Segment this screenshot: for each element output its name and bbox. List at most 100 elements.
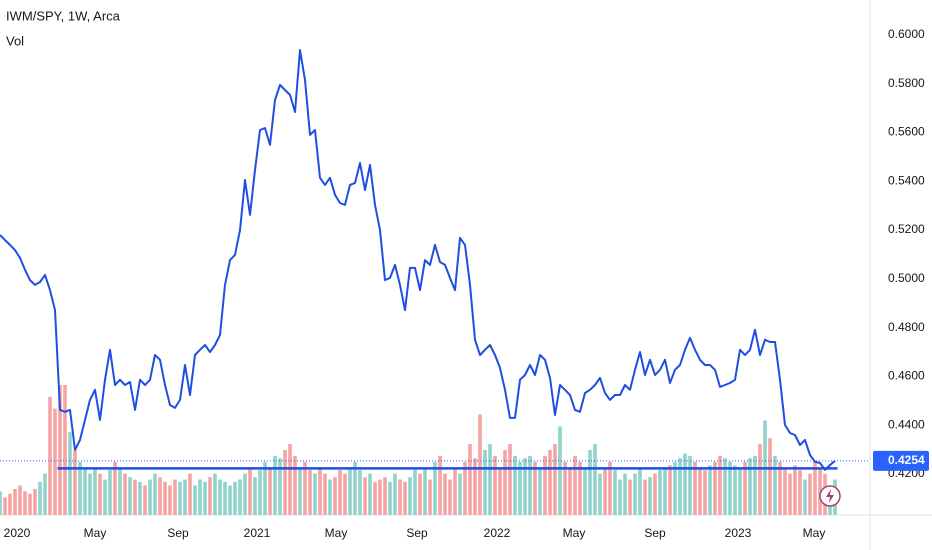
y-tick-label: 0.4400 <box>888 417 925 431</box>
volume-bar <box>313 473 317 515</box>
volume-bar <box>238 479 242 515</box>
volume-bar <box>138 481 142 515</box>
volume-bar <box>503 450 507 515</box>
volume-bar <box>108 470 112 515</box>
volume-bar <box>228 485 232 515</box>
volume-bar <box>363 477 367 515</box>
x-tick-label: Sep <box>644 526 666 540</box>
volume-bar <box>263 461 267 515</box>
volume-bar <box>303 461 307 515</box>
volume-bar <box>298 467 302 515</box>
volume-bar <box>268 467 272 515</box>
volume-bar <box>783 467 787 515</box>
volume-bar <box>333 477 337 515</box>
volume-bar <box>798 470 802 515</box>
volume-bar <box>398 479 402 515</box>
volume-bar <box>453 467 457 515</box>
volume-bar <box>163 481 167 515</box>
volume-bar <box>808 473 812 515</box>
volume-bar <box>633 473 637 515</box>
volume-bar <box>713 461 717 515</box>
volume-bar <box>543 455 547 515</box>
volume-bar <box>468 444 472 515</box>
volume-bar <box>343 473 347 515</box>
volume-bar <box>293 455 297 515</box>
volume-bar <box>408 477 412 515</box>
volume-bar <box>128 477 132 515</box>
volume-bar <box>703 470 707 515</box>
volume-bar <box>753 455 757 515</box>
volume-bar <box>68 432 72 515</box>
volume-bar <box>83 467 87 515</box>
last-price-tag <box>873 450 929 471</box>
volume-bar <box>583 467 587 515</box>
volume-bar <box>498 467 502 515</box>
y-tick-label: 0.6000 <box>888 27 925 41</box>
volume-bar <box>358 470 362 515</box>
volume-bar <box>98 473 102 515</box>
volume-bar <box>778 461 782 515</box>
x-tick-label: 2023 <box>725 526 752 540</box>
volume-bar <box>318 467 322 515</box>
volume-bar <box>8 493 12 515</box>
volume-bar <box>143 485 147 515</box>
volume-bar <box>438 455 442 515</box>
volume-bar <box>48 396 52 515</box>
x-tick-label: Sep <box>167 526 189 540</box>
volume-bar <box>383 477 387 515</box>
volume-bar <box>133 479 137 515</box>
volume-bar <box>673 461 677 515</box>
volume-bar <box>718 455 722 515</box>
y-tick-label: 0.4600 <box>888 369 925 383</box>
volume-bar <box>223 481 227 515</box>
x-tick-label: 2021 <box>244 526 271 540</box>
volume-bar <box>283 450 287 515</box>
volume-bar <box>248 467 252 515</box>
volume-bar <box>353 461 357 515</box>
volume-bar <box>768 438 772 515</box>
volume-bar <box>233 481 237 515</box>
volume-bar <box>733 465 737 515</box>
volume-bar <box>788 473 792 515</box>
volume-bar <box>613 470 617 515</box>
volume-bar <box>153 473 157 515</box>
volume-bar <box>88 473 92 515</box>
volume-bar <box>533 461 537 515</box>
volume-bar <box>3 497 7 515</box>
volume-bar <box>63 385 67 515</box>
volume-bar <box>198 479 202 515</box>
volume-bar <box>178 481 182 515</box>
volume-bar <box>73 450 77 515</box>
volume-bar <box>328 479 332 515</box>
volume-bar <box>253 477 257 515</box>
volume-bar <box>693 461 697 515</box>
volume-bar <box>13 489 17 515</box>
y-tick-label: 0.5000 <box>888 271 925 285</box>
volume-bar <box>638 467 642 515</box>
volume-bar <box>378 479 382 515</box>
x-tick-label: 2020 <box>4 526 31 540</box>
volume-bar <box>158 477 162 515</box>
volume-bar <box>458 473 462 515</box>
x-tick-label: Sep <box>406 526 428 540</box>
volume-bar <box>548 450 552 515</box>
volume-bar <box>483 450 487 515</box>
volume-bar <box>688 455 692 515</box>
icon-bolt[interactable] <box>826 489 834 503</box>
volume-bar <box>403 481 407 515</box>
volume-bar <box>608 461 612 515</box>
volume-bar <box>18 485 22 515</box>
x-tick-label: May <box>803 526 826 540</box>
volume-bar <box>683 453 687 515</box>
volume-bar <box>0 491 2 515</box>
volume-bar <box>448 479 452 515</box>
volume-bar <box>628 479 632 515</box>
volume-bar <box>188 473 192 515</box>
volume-bar <box>588 450 592 515</box>
volume-bar <box>203 481 207 515</box>
volume-bar <box>538 467 542 515</box>
volume-bar <box>803 479 807 515</box>
volume-bar <box>183 479 187 515</box>
flash-icon[interactable] <box>819 485 841 507</box>
volume-bar <box>818 467 822 515</box>
